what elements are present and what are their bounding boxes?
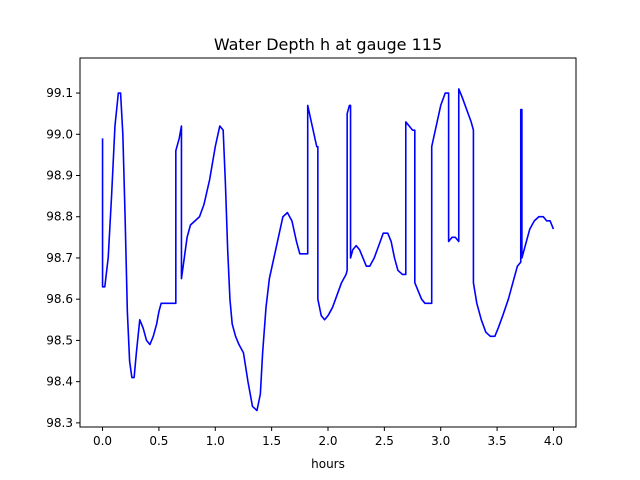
x-axis-label: hours xyxy=(311,457,345,471)
y-tick-label: 99.0 xyxy=(46,127,73,141)
x-tick-label: 3.0 xyxy=(431,434,450,448)
plot-area xyxy=(101,88,555,412)
y-axis: 98.3 98.4 98.5 98.6 98.7 98.8 98.9 99.0 99.1 xyxy=(46,86,80,430)
y-tick-label: 98.7 xyxy=(46,251,73,265)
x-tick-label: 1.0 xyxy=(206,434,225,448)
y-tick-label: 98.3 xyxy=(46,416,73,430)
y-tick-label: 99.1 xyxy=(46,86,73,100)
x-tick-label: 2.5 xyxy=(375,434,394,448)
series-line-0 xyxy=(101,88,555,412)
x-tick-label: 2.0 xyxy=(318,434,337,448)
y-tick-label: 98.6 xyxy=(46,292,73,306)
y-tick-label: 98.4 xyxy=(46,375,73,389)
y-tick-label: 98.8 xyxy=(46,210,73,224)
x-tick-label: 4.0 xyxy=(544,434,563,448)
x-tick-label: 0.5 xyxy=(149,434,168,448)
chart-title: Water Depth h at gauge 115 xyxy=(214,35,442,54)
x-tick-label: 3.5 xyxy=(488,434,507,448)
x-tick-label: 0.0 xyxy=(93,434,112,448)
y-tick-label: 98.5 xyxy=(46,333,73,347)
x-axis: 0.0 0.5 1.0 1.5 2.0 2.5 3.0 3.5 4.0 xyxy=(93,427,563,448)
x-tick-label: 1.5 xyxy=(262,434,281,448)
y-tick-label: 98.9 xyxy=(46,169,73,183)
